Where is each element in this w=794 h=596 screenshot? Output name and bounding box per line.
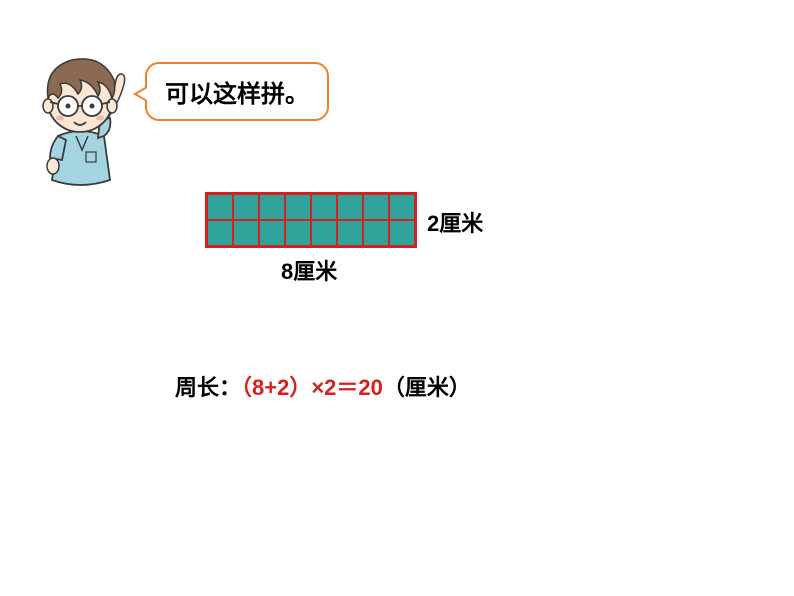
perimeter-line: 周长：（8+2）×2＝20（厘米）	[175, 370, 471, 402]
speech-text: 可以这样拼。	[165, 81, 309, 108]
grid-cell	[338, 195, 362, 219]
perimeter-suffix: （厘米）	[383, 375, 471, 400]
grid-cell	[312, 221, 336, 245]
height-label: 2厘米	[427, 206, 483, 238]
grid-cell	[260, 221, 284, 245]
rectangle-grid	[205, 192, 417, 248]
grid-cell	[260, 195, 284, 219]
grid-cell	[390, 195, 414, 219]
grid-cell	[338, 221, 362, 245]
width-label: 8厘米	[281, 254, 337, 286]
grid-cell	[364, 221, 388, 245]
grid-cell	[364, 195, 388, 219]
grid-cell	[208, 221, 232, 245]
grid-cell	[286, 221, 310, 245]
rectangle-grid-wrap	[205, 192, 417, 248]
perimeter-prefix: 周长：	[175, 375, 241, 400]
speech-bubble: 可以这样拼。	[145, 62, 329, 121]
grid-cell	[286, 195, 310, 219]
perimeter-expression: （8+2）×2＝20	[241, 375, 383, 400]
grid-cell	[234, 195, 258, 219]
grid-cell	[390, 221, 414, 245]
grid-cell	[234, 221, 258, 245]
character-illustration	[20, 40, 140, 200]
grid-cell	[312, 195, 336, 219]
boy-cartoon-svg	[20, 40, 140, 200]
grid-cell	[208, 195, 232, 219]
